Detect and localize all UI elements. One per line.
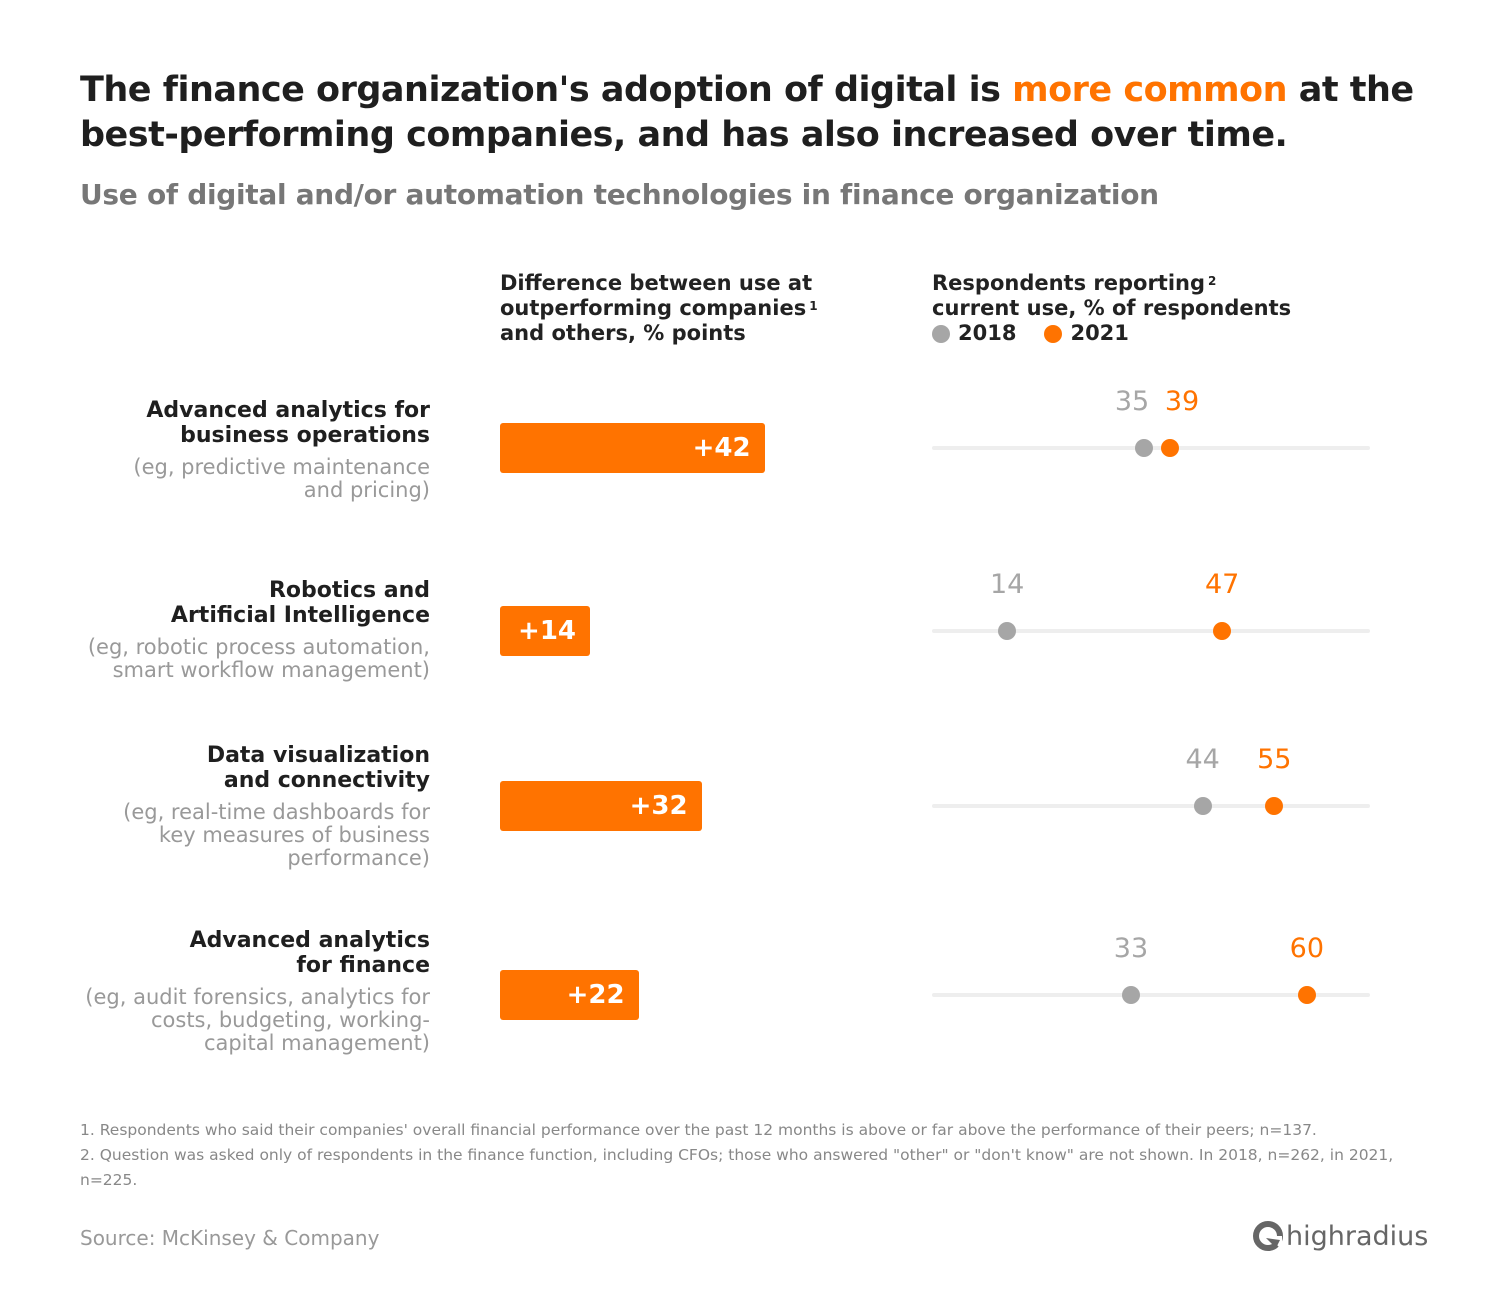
row-name: Advanced analytics for finance — [30, 928, 430, 978]
value-label-2018: 44 — [1185, 744, 1220, 775]
row-name-line: Artificial Intelligence — [170, 603, 430, 628]
row-desc-line: (eg, predictive maintenance — [133, 455, 430, 479]
dot-2021 — [1161, 439, 1180, 457]
value-label-2021: 39 — [1164, 386, 1200, 417]
row-desc-line: key measures of business — [158, 823, 430, 847]
bar-label: +22 — [566, 980, 625, 1010]
header-line: and others, % points — [500, 321, 746, 345]
row-name-line: business operations — [180, 423, 430, 448]
value-label-2018: 35 — [1114, 386, 1150, 417]
title-text-end: at the best-performing companies, and ha… — [80, 70, 1414, 155]
value-label-2021: 55 — [1257, 744, 1292, 775]
row-name-line: for finance — [296, 953, 430, 978]
footnote-1: 1. Respondents who said their companies'… — [80, 1121, 1317, 1139]
row-name-line: and connectivity — [223, 768, 430, 793]
value-label-2021: 47 — [1204, 569, 1240, 600]
value-label-2021: 60 — [1289, 933, 1325, 964]
legend: 2018 2021 — [932, 321, 1291, 346]
dot-2018 — [998, 622, 1017, 640]
row-name-line: Robotics and — [268, 578, 430, 603]
dot-2021 — [1213, 622, 1232, 640]
difference-column-header: Difference between use at outperforming … — [500, 271, 818, 346]
difference-bar: +14 — [500, 606, 590, 656]
row-desc-line: (eg, robotic process automation, — [87, 635, 430, 659]
title-text: The finance organization's adoption of d… — [80, 70, 1013, 110]
row-name-line: Data visualization — [206, 743, 430, 768]
header-line: Respondents reporting — [932, 271, 1206, 295]
header-line: current use, % of respondents — [932, 296, 1292, 320]
legend-label-2021: 2021 — [1070, 321, 1129, 345]
footnote-2: 2. Question was asked only of respondent… — [80, 1146, 1394, 1189]
row-desc-line: costs, budgeting, working- — [150, 1008, 430, 1032]
row-description: (eg, real-time dashboards for key measure… — [30, 801, 430, 870]
dot-track — [932, 804, 1370, 808]
header-line: outperforming companies — [500, 296, 807, 320]
difference-bar: +42 — [500, 423, 765, 473]
bar-label: +42 — [692, 433, 751, 463]
row-desc-line: smart workflow management) — [112, 658, 430, 682]
legend-label-2018: 2018 — [958, 321, 1017, 345]
row-name-line: Advanced analytics — [189, 928, 430, 953]
row-name: Data visualization and connectivity — [30, 743, 430, 793]
value-label-2018: 14 — [990, 569, 1025, 600]
legend-dot-2021 — [1044, 324, 1063, 343]
dot-2018 — [1121, 986, 1140, 1004]
difference-bar: +22 — [500, 970, 639, 1020]
title-highlight: more common — [1012, 70, 1288, 110]
dot-track — [932, 993, 1370, 997]
row-label: Advanced analytics for finance (eg, audit … — [30, 928, 430, 1055]
source-note: Source: McKinsey & Company — [80, 1226, 380, 1250]
dot-track — [932, 629, 1370, 633]
dot-2021 — [1265, 797, 1284, 815]
difference-bar: +32 — [500, 781, 702, 831]
row-name: Advanced analytics for business operation… — [30, 398, 430, 448]
header-line: Difference between use at — [500, 271, 813, 295]
footnotes: 1. Respondents who said their companies'… — [80, 1118, 1420, 1193]
row-desc-line: and pricing) — [303, 478, 430, 502]
dot-2018 — [1193, 797, 1212, 815]
row-description: (eg, predictive maintenance and pricing) — [30, 456, 430, 502]
highradius-logo: highradius — [1252, 1220, 1428, 1252]
footnote-marker: 2 — [1208, 274, 1217, 288]
row-description: (eg, robotic process automation, smart wo… — [30, 636, 430, 682]
bar-label: +32 — [629, 791, 688, 821]
legend-dot-2018 — [932, 324, 950, 343]
value-label-2018: 33 — [1113, 933, 1149, 964]
row-label: Robotics and Artificial Intelligence (eg, … — [30, 578, 430, 682]
logo-text: highradius — [1286, 1220, 1429, 1252]
row-name-line: Advanced analytics for — [146, 398, 430, 423]
row-desc-line: capital management) — [203, 1031, 430, 1055]
row-name: Robotics and Artificial Intelligence — [30, 578, 430, 628]
dot-2018 — [1135, 439, 1153, 457]
logo-icon — [1253, 1221, 1283, 1251]
respondents-column-header: Respondents reporting 2 current use, % of… — [932, 271, 1291, 346]
row-label: Advanced analytics for business operation… — [30, 398, 430, 502]
bar-label: +14 — [518, 616, 576, 646]
row-desc-line: performance) — [287, 846, 430, 870]
dot-2021 — [1297, 986, 1316, 1004]
row-desc-line: (eg, real-time dashboards for — [123, 800, 430, 824]
footnote-marker: 1 — [809, 299, 818, 313]
chart-subtitle: Use of digital and/or automation technol… — [80, 178, 1159, 211]
chart-title: The finance organization's adoption of d… — [80, 68, 1440, 158]
row-label: Data visualization and connectivity (eg, r… — [30, 743, 430, 870]
row-desc-line: (eg, audit forensics, analytics for — [85, 985, 430, 1009]
row-description: (eg, audit forensics, analytics for costs… — [30, 986, 430, 1055]
